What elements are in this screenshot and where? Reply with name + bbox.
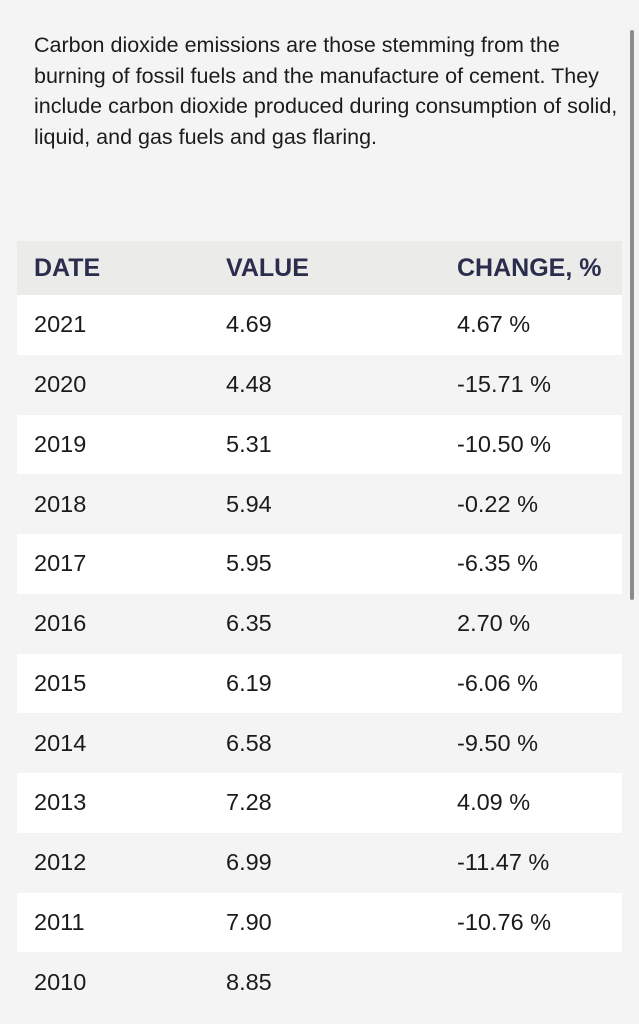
table-row: 2014 6.58 -9.50 % [17,713,622,773]
cell-change: 2.70 % [457,610,531,637]
cell-value: 4.48 [226,371,272,398]
cell-change: -6.35 % [457,550,538,577]
cell-date: 2013 [34,789,87,816]
cell-value: 6.99 [226,849,272,876]
header-change: CHANGE, % [457,253,602,282]
cell-change: -15.71 % [457,371,552,398]
description-text: Carbon dioxide emissions are those stemm… [34,33,618,149]
cell-change: -6.06 % [457,669,538,696]
table-row: 2011 7.90 -10.76 % [17,892,622,953]
cell-value: 8.85 [226,968,272,995]
cell-change: -11.47 % [457,849,550,876]
cell-date: 2019 [34,430,87,457]
header-value: VALUE [226,253,309,282]
emissions-table: DATE VALUE CHANGE, % 2021 4.69 4.67 % 2020 4… [17,241,622,1012]
cell-date: 2017 [34,550,87,577]
cell-value: 7.90 [226,908,272,935]
cell-date: 2020 [34,371,87,398]
cell-change: 4.67 % [457,311,531,338]
cell-change: -0.22 % [457,490,538,517]
table-header-row: DATE VALUE CHANGE, % [17,241,622,295]
cell-value: 6.19 [226,669,272,696]
table-row: 2016 6.35 2.70 % [17,593,622,654]
cell-date: 2010 [34,968,87,995]
cell-value: 5.31 [226,430,272,457]
table-row: 2021 4.69 4.67 % [17,295,622,355]
cell-date: 2021 [34,311,87,338]
table-row: 2015 6.19 -6.06 % [17,653,622,714]
cell-date: 2012 [34,849,87,876]
cell-date: 2018 [34,490,87,517]
table-row: 2013 7.28 4.09 % [17,773,622,833]
cell-date: 2011 [34,908,85,935]
cell-change: -10.50 % [457,430,552,457]
table-row: 2019 5.31 -10.50 % [17,414,622,475]
table-body: 2021 4.69 4.67 % 2020 4.48 -15.71 % 2019 5.31 -1… [17,295,622,1012]
cell-value: 7.28 [226,789,272,816]
cell-change: -10.76 % [457,908,552,935]
cell-date: 2016 [34,610,87,637]
cell-value: 4.69 [226,311,272,338]
cell-value: 5.94 [226,490,272,517]
cell-value: 6.35 [226,610,272,637]
cell-value: 5.95 [226,550,272,577]
header-date: DATE [34,253,101,282]
cell-change: -9.50 % [457,729,538,756]
table-row: 2020 4.48 -15.71 % [17,354,622,415]
table-row: 2018 5.94 -0.22 % [17,474,622,534]
cell-change: 4.09 % [457,789,531,816]
cell-value: 6.58 [226,729,272,756]
table-row: 2010 8.85 [17,952,622,1012]
table-row: 2017 5.95 -6.35 % [17,534,622,594]
scrollbar[interactable] [630,30,634,600]
cell-date: 2014 [34,729,87,756]
table-row: 2012 6.99 -11.47 % [17,832,622,893]
cell-date: 2015 [34,669,87,696]
